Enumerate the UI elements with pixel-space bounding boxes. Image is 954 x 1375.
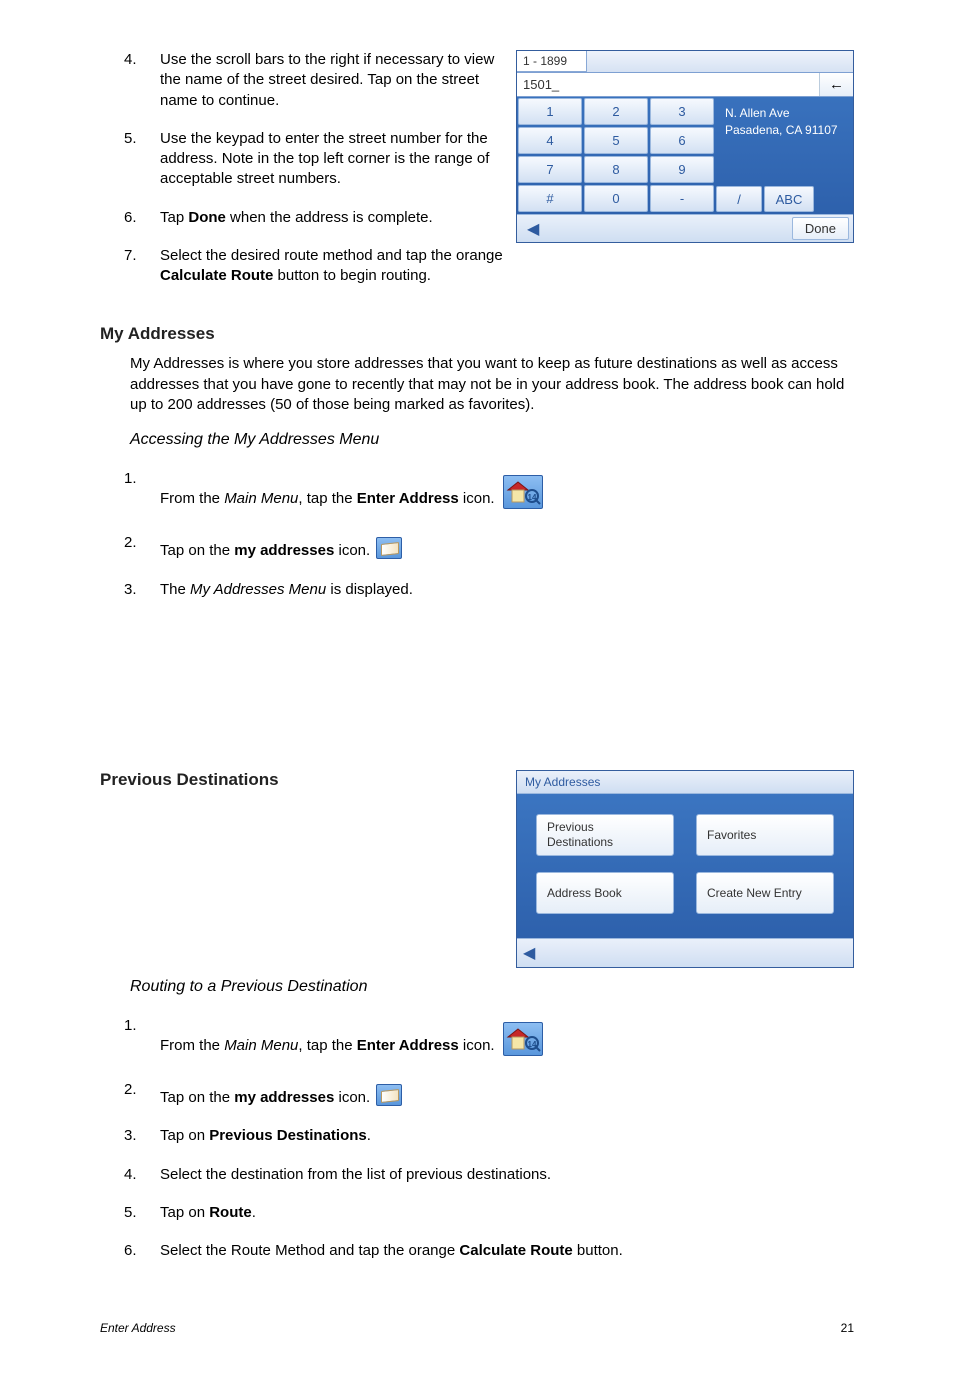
- key-slash: /: [716, 186, 762, 212]
- my-addresses-icon: [376, 537, 402, 559]
- key-8: 8: [584, 156, 648, 183]
- menu-btn-address-book: Address Book: [536, 872, 674, 914]
- prev-step-6-num: 6.: [124, 1241, 137, 1261]
- step-7: 7. Select the desired route method and t…: [160, 246, 560, 287]
- prev-step-2-num: 2.: [124, 1080, 137, 1100]
- step-4-text: Use the scroll bars to the right if nece…: [160, 51, 494, 109]
- menu-back-arrow-icon: ◀: [523, 945, 535, 962]
- prev-6-bold: Calculate Route: [459, 1242, 572, 1259]
- key-9: 9: [650, 156, 714, 183]
- prev-step-2: 2. Tap on the my addresses icon.: [160, 1080, 854, 1108]
- prev-step-5: 5. Tap on Route.: [160, 1203, 854, 1223]
- access-3-b: is displayed.: [326, 581, 413, 598]
- prev-step-3: 3. Tap on Previous Destinations.: [160, 1126, 854, 1146]
- key-6: 6: [650, 127, 714, 154]
- key-0: 0: [584, 185, 648, 212]
- prev-4-text: Select the destination from the list of …: [160, 1166, 551, 1183]
- menu-btn-create-new: Create New Entry: [696, 872, 834, 914]
- prev-step-6: 6. Select the Route Method and tap the o…: [160, 1241, 854, 1261]
- access-1-c: icon.: [459, 490, 495, 507]
- keypad-done-button: Done: [792, 217, 849, 240]
- prev-5-bold: Route: [209, 1204, 252, 1221]
- key-5: 5: [584, 127, 648, 154]
- step-7-b: Calculate Route: [160, 267, 273, 284]
- access-2-a: Tap on the: [160, 542, 234, 559]
- access-step-1: 1. From the Main Menu, tap the Enter Add…: [160, 469, 854, 509]
- prev-step-4: 4. Select the destination from the list …: [160, 1165, 854, 1185]
- prev-step-4-num: 4.: [124, 1165, 137, 1185]
- keypad-addr-line2: Pasadena, CA 91107: [725, 122, 847, 139]
- menu-btn-favorites: Favorites: [696, 814, 834, 856]
- step-5: 5. Use the keypad to enter the street nu…: [160, 129, 560, 190]
- my-addresses-paragraph: My Addresses is where you store addresse…: [130, 354, 854, 415]
- prev-5-b: .: [252, 1204, 256, 1221]
- access-3-i: My Addresses Menu: [190, 581, 326, 598]
- key-dash: -: [650, 185, 714, 212]
- prev-6-b: button.: [573, 1242, 623, 1259]
- prev-step-3-num: 3.: [124, 1126, 137, 1146]
- subheading-routing-previous: Routing to a Previous Destination: [130, 978, 854, 996]
- step-6: 6. Tap Done when the address is complete…: [160, 208, 560, 228]
- prev-1-bold: Enter Address: [357, 1037, 459, 1054]
- step-7-num: 7.: [124, 246, 137, 266]
- step-6-num: 6.: [124, 208, 137, 228]
- step-6-c: when the address is complete.: [226, 209, 433, 226]
- prev-step-1-num: 1.: [124, 1016, 137, 1036]
- access-step-3-num: 3.: [124, 580, 137, 600]
- access-1-bold: Enter Address: [357, 490, 459, 507]
- access-1-i: Main Menu: [224, 490, 298, 507]
- prev-1-i: Main Menu: [224, 1037, 298, 1054]
- prev-2-b: icon.: [334, 1089, 370, 1106]
- my-addresses-menu-screenshot: My Addresses Previous Destinations Favor…: [516, 770, 854, 968]
- step-7-a: Select the desired route method and tap …: [160, 247, 503, 264]
- footer-section-name: Enter Address: [100, 1321, 176, 1335]
- access-step-2-num: 2.: [124, 533, 137, 553]
- prev-2-bold: my addresses: [234, 1089, 334, 1106]
- prev-3-bold: Previous Destinations: [209, 1127, 367, 1144]
- prev-2-a: Tap on the: [160, 1089, 234, 1106]
- step-4-num: 4.: [124, 50, 137, 70]
- enter-address-icon: 14: [503, 475, 543, 509]
- heading-my-addresses: My Addresses: [100, 324, 854, 344]
- prev-1-c: icon.: [459, 1037, 495, 1054]
- prev-1-a: From the: [160, 1037, 224, 1054]
- footer-page-number: 21: [841, 1321, 854, 1335]
- prev-5-a: Tap on: [160, 1204, 209, 1221]
- access-step-2: 2. Tap on the my addresses icon.: [160, 533, 854, 561]
- access-2-bold: my addresses: [234, 542, 334, 559]
- prev-1-b: , tap the: [298, 1037, 356, 1054]
- enter-address-icon: 14: [503, 1022, 543, 1056]
- access-1-b: , tap the: [298, 490, 356, 507]
- menu-title: My Addresses: [517, 771, 853, 794]
- step-5-text: Use the keypad to enter the street numbe…: [160, 130, 489, 188]
- step-6-a: Tap: [160, 209, 188, 226]
- access-step-1-num: 1.: [124, 469, 137, 489]
- access-2-b: icon.: [334, 542, 370, 559]
- my-addresses-icon: [376, 1084, 402, 1106]
- access-3-a: The: [160, 581, 190, 598]
- prev-6-a: Select the Route Method and tap the oran…: [160, 1242, 459, 1259]
- access-1-a: From the: [160, 490, 224, 507]
- step-5-num: 5.: [124, 129, 137, 149]
- step-6-b: Done: [188, 209, 226, 226]
- subheading-accessing: Accessing the My Addresses Menu: [130, 431, 854, 449]
- step-7-c: button to begin routing.: [273, 267, 431, 284]
- prev-3-a: Tap on: [160, 1127, 209, 1144]
- prev-step-5-num: 5.: [124, 1203, 137, 1223]
- menu-btn-previous: Previous Destinations: [536, 814, 674, 856]
- key-abc: ABC: [764, 186, 814, 212]
- access-step-3: 3. The My Addresses Menu is displayed.: [160, 580, 854, 600]
- prev-3-b: .: [367, 1127, 371, 1144]
- step-4: 4. Use the scroll bars to the right if n…: [160, 50, 854, 111]
- prev-step-1: 1. From the Main Menu, tap the Enter Add…: [160, 1016, 854, 1056]
